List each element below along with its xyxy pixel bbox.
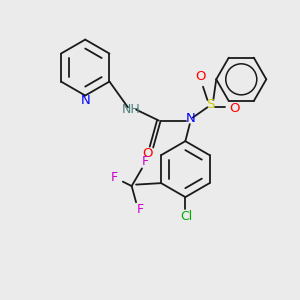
Text: O: O <box>230 102 240 115</box>
Text: F: F <box>137 203 144 216</box>
Text: N: N <box>185 112 195 125</box>
Text: O: O <box>143 147 153 160</box>
Text: Cl: Cl <box>181 210 193 223</box>
Text: O: O <box>195 70 205 83</box>
Text: F: F <box>110 171 118 184</box>
Text: N: N <box>80 94 90 107</box>
Text: F: F <box>141 154 148 167</box>
Text: NH: NH <box>122 103 141 116</box>
Text: S: S <box>206 98 214 111</box>
